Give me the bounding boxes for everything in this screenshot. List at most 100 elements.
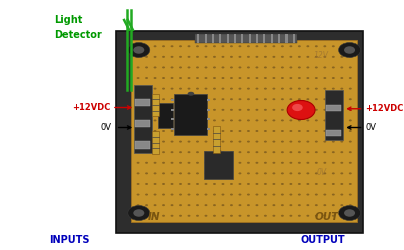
Text: OUT: OUT — [315, 212, 339, 222]
Circle shape — [187, 77, 190, 79]
Circle shape — [137, 120, 139, 122]
Circle shape — [221, 130, 225, 132]
Circle shape — [349, 45, 352, 47]
Circle shape — [332, 204, 335, 206]
Circle shape — [298, 204, 301, 206]
Circle shape — [247, 66, 250, 68]
Circle shape — [170, 98, 173, 100]
Circle shape — [315, 194, 318, 196]
Circle shape — [196, 98, 199, 100]
Circle shape — [281, 215, 284, 217]
Circle shape — [289, 172, 292, 174]
Bar — [212, 34, 214, 42]
Circle shape — [154, 172, 156, 174]
Circle shape — [247, 183, 250, 185]
Circle shape — [332, 77, 335, 79]
Circle shape — [298, 109, 301, 111]
Circle shape — [264, 215, 267, 217]
Circle shape — [323, 120, 326, 122]
Circle shape — [196, 45, 199, 47]
Circle shape — [306, 172, 309, 174]
Circle shape — [162, 204, 165, 206]
Circle shape — [187, 204, 190, 206]
Circle shape — [145, 120, 148, 122]
Circle shape — [344, 46, 355, 54]
Circle shape — [204, 109, 207, 111]
Circle shape — [332, 194, 335, 196]
Circle shape — [332, 130, 335, 132]
Bar — [175, 94, 208, 135]
Circle shape — [204, 45, 207, 47]
Circle shape — [154, 140, 156, 142]
Circle shape — [332, 98, 335, 100]
Text: +12VDC: +12VDC — [365, 104, 404, 113]
Circle shape — [187, 194, 190, 196]
Circle shape — [323, 183, 326, 185]
Circle shape — [306, 109, 309, 111]
Circle shape — [179, 120, 182, 122]
Circle shape — [306, 130, 309, 132]
Circle shape — [306, 162, 309, 164]
Circle shape — [170, 45, 173, 47]
Circle shape — [272, 45, 276, 47]
Circle shape — [281, 77, 284, 79]
Circle shape — [196, 130, 199, 132]
Circle shape — [162, 215, 165, 217]
Circle shape — [264, 183, 267, 185]
Text: Light: Light — [55, 15, 83, 25]
Circle shape — [306, 66, 309, 68]
Circle shape — [349, 56, 352, 58]
Circle shape — [162, 130, 165, 132]
Bar — [271, 34, 273, 42]
Bar — [208, 118, 210, 120]
Circle shape — [272, 204, 276, 206]
Circle shape — [179, 130, 182, 132]
Circle shape — [255, 172, 259, 174]
Circle shape — [221, 172, 225, 174]
Circle shape — [255, 109, 259, 111]
Circle shape — [281, 120, 284, 122]
Circle shape — [154, 130, 156, 132]
Circle shape — [349, 215, 352, 217]
Circle shape — [179, 162, 182, 164]
Circle shape — [247, 77, 250, 79]
Circle shape — [281, 45, 284, 47]
Circle shape — [162, 120, 165, 122]
Circle shape — [179, 151, 182, 153]
Circle shape — [298, 215, 301, 217]
Circle shape — [162, 88, 165, 90]
Circle shape — [281, 140, 284, 142]
Circle shape — [281, 88, 284, 90]
Circle shape — [154, 88, 156, 90]
Text: OUTPUT: OUTPUT — [301, 235, 345, 245]
Circle shape — [323, 56, 326, 58]
Circle shape — [154, 109, 156, 111]
Circle shape — [213, 151, 216, 153]
Circle shape — [145, 162, 148, 164]
Circle shape — [137, 98, 139, 100]
Circle shape — [323, 109, 326, 111]
Circle shape — [272, 109, 276, 111]
Circle shape — [247, 109, 250, 111]
Circle shape — [247, 194, 250, 196]
Bar — [197, 34, 200, 42]
Circle shape — [315, 140, 318, 142]
Bar — [171, 128, 175, 130]
Circle shape — [289, 204, 292, 206]
Circle shape — [340, 98, 343, 100]
Bar — [208, 128, 210, 130]
Circle shape — [137, 215, 139, 217]
Circle shape — [145, 183, 148, 185]
Circle shape — [332, 120, 335, 122]
Circle shape — [323, 151, 326, 153]
Circle shape — [179, 45, 182, 47]
Circle shape — [162, 151, 165, 153]
Circle shape — [298, 183, 301, 185]
Circle shape — [306, 204, 309, 206]
Circle shape — [349, 130, 352, 132]
Circle shape — [179, 98, 182, 100]
Circle shape — [154, 194, 156, 196]
Bar — [131, 40, 357, 222]
Circle shape — [196, 66, 199, 68]
Circle shape — [272, 215, 276, 217]
